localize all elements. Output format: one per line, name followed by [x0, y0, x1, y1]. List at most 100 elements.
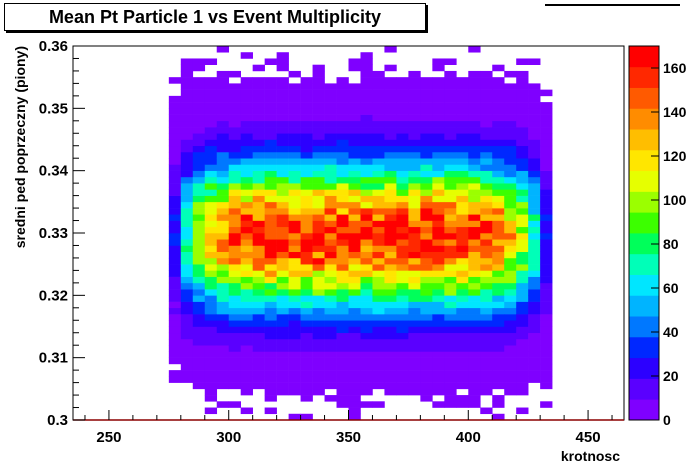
heatmap-cell: [276, 320, 289, 327]
heatmap-cell: [384, 139, 397, 147]
heatmap-cell: [492, 133, 505, 140]
heatmap-cell: [312, 158, 325, 165]
heatmap-cell: [252, 370, 265, 377]
heatmap-cell: [240, 289, 253, 296]
heatmap-cell: [276, 58, 289, 65]
heatmap-cell: [288, 151, 301, 159]
heatmap-cell: [456, 158, 469, 165]
heatmap-cell: [216, 220, 230, 228]
heatmap-cell: [348, 64, 361, 72]
heatmap-cell: [288, 170, 301, 178]
heatmap-cell: [516, 208, 529, 215]
heatmap-cell: [204, 226, 218, 234]
heatmap-cell: [348, 407, 361, 415]
heatmap-cell: [192, 338, 206, 346]
heatmap-cell: [480, 139, 493, 147]
heatmap-cell: [468, 164, 481, 171]
heatmap-cell: [372, 245, 385, 252]
heatmap-cell: [396, 201, 409, 209]
heatmap-cell: [420, 295, 433, 302]
heatmap-cell: [204, 326, 218, 334]
heatmap-cell: [504, 270, 517, 277]
heatmap-cell: [252, 351, 265, 358]
heatmap-cell: [288, 114, 301, 122]
heatmap-cell: [324, 102, 337, 109]
heatmap-cell: [420, 395, 433, 402]
heatmap-cell: [480, 314, 493, 321]
heatmap-cell: [420, 189, 433, 196]
heatmap-cell: [504, 195, 517, 203]
heatmap-cell: [408, 158, 421, 165]
heatmap-cell: [408, 114, 421, 122]
heatmap-cell: [504, 127, 517, 134]
heatmap-cell: [312, 289, 325, 296]
heatmap-cell: [516, 189, 529, 196]
heatmap-cell: [348, 158, 361, 165]
heatmap-cell: [204, 276, 218, 284]
heatmap-cell: [504, 363, 517, 371]
heatmap-cell: [300, 158, 313, 165]
heatmap-cell: [432, 251, 445, 259]
heatmap-cell: [264, 183, 277, 190]
heatmap-cell: [468, 176, 481, 184]
heatmap-cell: [252, 151, 265, 159]
heatmap-cell: [408, 208, 421, 215]
heatmap-cell: [324, 139, 337, 147]
heatmap-cell: [216, 251, 230, 259]
heatmap-cell: [312, 127, 325, 134]
heatmap-cell: [456, 108, 469, 115]
color-scale-label: 140: [663, 104, 687, 120]
heatmap-cell: [276, 289, 289, 296]
heatmap-cell: [204, 257, 218, 265]
heatmap-cell: [336, 201, 349, 209]
heatmap-cell: [384, 351, 397, 358]
heatmap-cell: [468, 120, 481, 128]
heatmap-cell: [516, 220, 529, 228]
heatmap-cell: [312, 183, 325, 190]
heatmap-cell: [228, 382, 241, 390]
heatmap-cell: [240, 233, 253, 240]
heatmap-cell: [540, 239, 553, 246]
heatmap-cell: [240, 176, 253, 184]
heatmap-cell: [252, 251, 265, 259]
heatmap-cell: [504, 295, 517, 302]
heatmap-cell: [480, 270, 493, 277]
heatmap-cell: [444, 307, 457, 315]
heatmap-cell: [468, 208, 481, 215]
heatmap-cell: [432, 363, 445, 371]
heatmap-cell: [516, 102, 529, 109]
heatmap-cell: [348, 251, 361, 259]
heatmap-cell: [252, 170, 265, 178]
heatmap-cell: [384, 307, 397, 315]
heatmap-cell: [468, 351, 481, 358]
heatmap-cell: [540, 357, 553, 365]
heatmap-cell: [420, 257, 433, 265]
heatmap-cell: [540, 120, 553, 128]
heatmap-cell: [336, 401, 349, 408]
heatmap-cell: [528, 58, 541, 65]
heatmap-cell: [276, 195, 289, 203]
heatmap-cell: [264, 189, 277, 196]
heatmap-cell: [336, 139, 349, 147]
heatmap-cell: [252, 314, 265, 321]
color-scale-label: 0: [663, 412, 671, 428]
heatmap-cell: [432, 83, 445, 90]
heatmap-cell: [540, 401, 553, 408]
heatmap-cell: [216, 95, 230, 103]
heatmap-cell: [480, 257, 493, 265]
heatmap-cell: [516, 139, 529, 147]
heatmap-cell: [420, 245, 433, 252]
heatmap-cell: [264, 127, 277, 134]
heatmap-cell: [324, 270, 337, 277]
heatmap-cell: [396, 376, 409, 383]
heatmap-cell: [360, 382, 373, 390]
heatmap-cell: [348, 108, 361, 115]
heatmap-cell: [480, 338, 493, 346]
heatmap-cell: [528, 114, 541, 122]
heatmap-cell: [300, 195, 313, 203]
heatmap-cell: [420, 351, 433, 358]
heatmap-cell: [264, 338, 277, 346]
heatmap-cell: [192, 214, 206, 221]
heatmap-cell: [420, 158, 433, 165]
heatmap-cell: [504, 251, 517, 259]
